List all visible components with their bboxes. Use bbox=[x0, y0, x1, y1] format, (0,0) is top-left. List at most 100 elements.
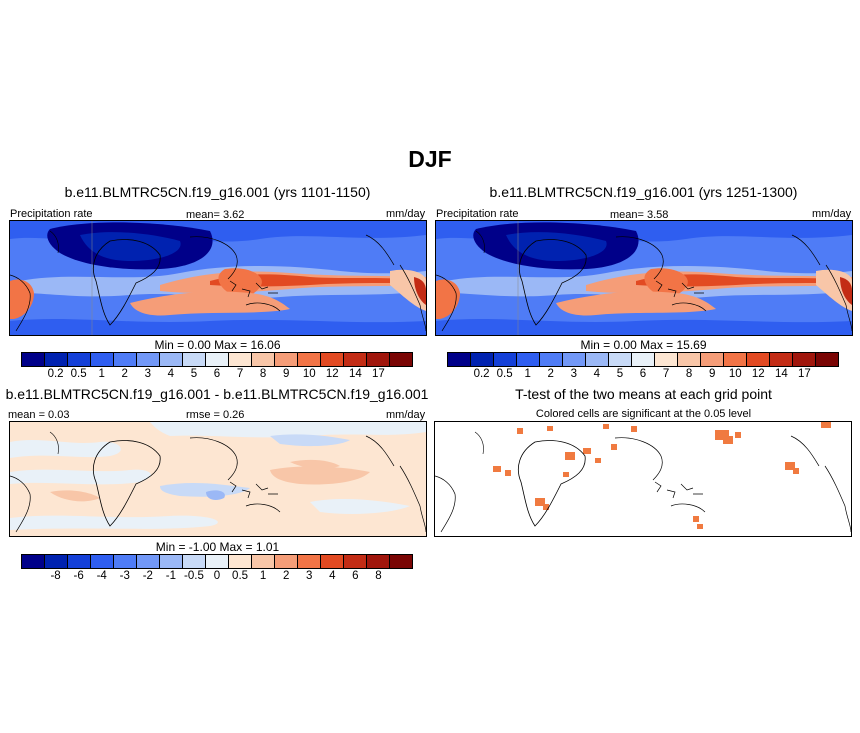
colorbar-swatch bbox=[91, 353, 114, 366]
panel-3-minmax: Min = -1.00 Max = 1.01 bbox=[155, 540, 280, 554]
panel-1-mean-label: mean= 3.62 bbox=[186, 209, 245, 221]
colorbar-swatch bbox=[367, 353, 390, 366]
colorbar-label: 6 bbox=[639, 368, 647, 380]
colorbar-label: 8 bbox=[259, 368, 267, 380]
panel-2-units-label: mm/day bbox=[812, 208, 852, 220]
colorbar-label: -1 bbox=[165, 570, 176, 582]
colorbar-swatch bbox=[114, 555, 137, 568]
colorbar-label: 4 bbox=[167, 368, 175, 380]
panel-3-title: b.e11.BLMTRC5CN.f19_g16.001 - b.e11.BLMT… bbox=[5, 386, 429, 402]
colorbar-label: 1 bbox=[259, 570, 267, 582]
colorbar-label: 7 bbox=[662, 368, 670, 380]
colorbar-label: -4 bbox=[96, 570, 107, 582]
panel-2-colorbar-cells bbox=[447, 352, 839, 367]
colorbar-swatch bbox=[206, 555, 229, 568]
panel-2-title: b.e11.BLMTRC5CN.f19_g16.001 (yrs 1251-13… bbox=[489, 184, 798, 200]
colorbar-swatch bbox=[448, 353, 471, 366]
colorbar-label: 1 bbox=[98, 368, 105, 380]
panel-2-minmax: Min = 0.00 Max = 15.69 bbox=[580, 338, 707, 352]
panel-2-variable-label: Precipitation rate bbox=[436, 208, 519, 220]
colorbar-swatch bbox=[471, 353, 494, 366]
figure-title: DJF bbox=[408, 146, 452, 172]
colorbar-label: 4 bbox=[593, 368, 601, 380]
colorbar-swatch bbox=[22, 353, 45, 366]
colorbar-swatch bbox=[390, 555, 412, 568]
colorbar-swatch bbox=[298, 353, 321, 366]
colorbar-swatch bbox=[678, 353, 701, 366]
colorbar-swatch bbox=[494, 353, 517, 366]
colorbar-swatch bbox=[563, 353, 586, 366]
ttest-map-svg bbox=[435, 422, 851, 533]
colorbar-swatch bbox=[22, 555, 45, 568]
colorbar-swatch bbox=[206, 353, 229, 366]
colorbar-label: 9 bbox=[282, 368, 290, 380]
panel-1-colorbar-cells bbox=[21, 352, 413, 367]
panel-1-minmax: Min = 0.00 Max = 16.06 bbox=[154, 338, 281, 352]
panel-2-map bbox=[435, 220, 853, 336]
panel-3-colorbar-cells bbox=[21, 554, 413, 569]
panel-3-rmse-label: rmse = 0.26 bbox=[186, 409, 245, 421]
colorbar-swatch bbox=[321, 555, 344, 568]
colorbar-swatch bbox=[632, 353, 655, 366]
colorbar-label: 17 bbox=[372, 368, 385, 380]
panel-1-variable-label: Precipitation rate bbox=[10, 208, 93, 220]
colorbar-label: 6 bbox=[352, 570, 359, 582]
panel-4-map bbox=[434, 421, 852, 537]
colorbar-swatch bbox=[816, 353, 838, 366]
colorbar-label: 8 bbox=[685, 368, 693, 380]
colorbar-swatch bbox=[137, 555, 160, 568]
colorbar-swatch bbox=[344, 353, 367, 366]
colorbar-swatch bbox=[45, 353, 68, 366]
colorbar-swatch bbox=[344, 555, 367, 568]
colorbar-swatch bbox=[275, 555, 298, 568]
colorbar-label: 5 bbox=[616, 368, 624, 380]
panel-2-colorbar: 0.2 0.5 1 2 3 4 5 6 7 8 9 10 12 14 17 bbox=[447, 352, 839, 381]
colorbar-label: -2 bbox=[142, 570, 153, 582]
panel-2-mean-label: mean= 3.58 bbox=[610, 209, 669, 221]
panel-1-map bbox=[9, 220, 427, 336]
colorbar-swatch bbox=[160, 353, 183, 366]
colorbar-label: 9 bbox=[708, 368, 716, 380]
panel-4-subtitle: Colored cells are significant at the 0.0… bbox=[535, 408, 752, 420]
colorbar-label: 4 bbox=[329, 570, 336, 582]
colorbar-label: 0 bbox=[213, 570, 221, 582]
panel-3-units-label: mm/day bbox=[386, 409, 426, 421]
colorbar-swatch bbox=[229, 353, 252, 366]
colorbar-label: 6 bbox=[213, 368, 221, 380]
colorbar-label: 2 bbox=[282, 570, 290, 582]
panel-2-colorbar-labels: 0.2 0.5 1 2 3 4 5 6 7 8 9 10 12 14 17 bbox=[447, 367, 839, 381]
colorbar-swatch bbox=[793, 353, 816, 366]
panel-1-units-label: mm/day bbox=[386, 208, 426, 220]
colorbar-swatch bbox=[367, 555, 390, 568]
colorbar-label: 5 bbox=[190, 368, 198, 380]
colorbar-swatch bbox=[724, 353, 747, 366]
colorbar-label: 17 bbox=[798, 368, 811, 380]
colorbar-label: 14 bbox=[774, 368, 788, 380]
colorbar-swatch bbox=[390, 353, 412, 366]
colorbar-swatch bbox=[540, 353, 563, 366]
colorbar-label: 10 bbox=[728, 368, 742, 380]
colorbar-swatch bbox=[655, 353, 678, 366]
colorbar-label: 8 bbox=[375, 570, 382, 582]
colorbar-label: 10 bbox=[302, 368, 316, 380]
colorbar-swatch bbox=[183, 555, 206, 568]
colorbar-swatch bbox=[517, 353, 540, 366]
colorbar-swatch bbox=[114, 353, 137, 366]
colorbar-swatch bbox=[321, 353, 344, 366]
colorbar-swatch bbox=[160, 555, 183, 568]
colorbar-label: 12 bbox=[751, 368, 765, 380]
colorbar-label: 3 bbox=[570, 368, 578, 380]
colorbar-swatch bbox=[609, 353, 632, 366]
colorbar-label: -0.5 bbox=[184, 570, 204, 582]
panel-1-title: b.e11.BLMTRC5CN.f19_g16.001 (yrs 1101-11… bbox=[64, 184, 371, 200]
colorbar-label: -3 bbox=[119, 570, 130, 582]
panel-3-mean-label: mean = 0.03 bbox=[8, 409, 70, 421]
colorbar-label: 12 bbox=[325, 368, 339, 380]
colorbar-label: 3 bbox=[306, 570, 313, 582]
colorbar-swatch bbox=[586, 353, 609, 366]
panel-3-colorbar: -8 -6 -4 -3 -2 -1 -0.5 0 0.5 1 2 3 4 6 8 bbox=[21, 554, 413, 583]
colorbar-label: 2 bbox=[121, 368, 128, 380]
colorbar-swatch bbox=[252, 353, 275, 366]
colorbar-label: 0.5 bbox=[496, 368, 513, 380]
panel-3-colorbar-labels: -8 -6 -4 -3 -2 -1 -0.5 0 0.5 1 2 3 4 6 8 bbox=[21, 569, 413, 583]
